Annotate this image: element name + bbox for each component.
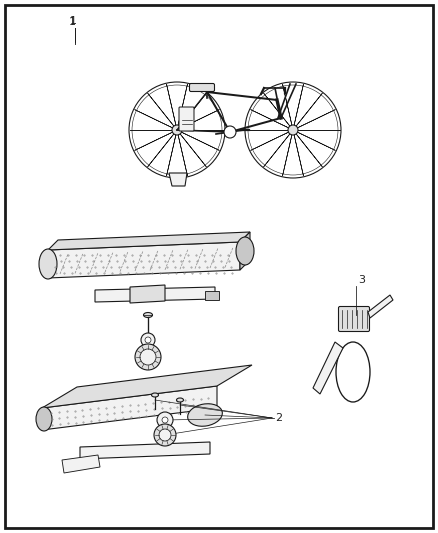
Polygon shape <box>42 365 252 408</box>
Polygon shape <box>48 232 250 250</box>
Polygon shape <box>368 295 393 318</box>
Circle shape <box>145 337 151 343</box>
Polygon shape <box>95 287 215 302</box>
Polygon shape <box>48 242 240 278</box>
FancyBboxPatch shape <box>179 107 194 131</box>
Circle shape <box>154 424 176 446</box>
Ellipse shape <box>144 312 152 318</box>
Circle shape <box>157 412 173 428</box>
Circle shape <box>129 82 225 178</box>
Polygon shape <box>313 342 343 394</box>
FancyBboxPatch shape <box>339 306 370 332</box>
Circle shape <box>159 429 171 441</box>
Ellipse shape <box>39 249 57 279</box>
Polygon shape <box>240 232 250 270</box>
Text: 1: 1 <box>68 17 75 27</box>
Circle shape <box>141 333 155 347</box>
Polygon shape <box>169 173 187 186</box>
Polygon shape <box>62 455 100 473</box>
Text: 1: 1 <box>70 16 77 26</box>
Text: 3: 3 <box>358 275 365 285</box>
Circle shape <box>288 125 298 135</box>
FancyBboxPatch shape <box>190 84 215 92</box>
Ellipse shape <box>177 398 184 402</box>
Circle shape <box>245 82 341 178</box>
Ellipse shape <box>36 407 52 431</box>
Ellipse shape <box>187 404 223 426</box>
Circle shape <box>135 344 161 370</box>
Circle shape <box>162 417 168 423</box>
Ellipse shape <box>236 237 254 265</box>
Circle shape <box>224 126 236 138</box>
Polygon shape <box>130 285 165 303</box>
Circle shape <box>140 349 156 365</box>
Ellipse shape <box>152 393 159 397</box>
Circle shape <box>172 125 182 135</box>
Polygon shape <box>42 386 217 430</box>
Bar <box>205 291 219 300</box>
Polygon shape <box>80 442 210 459</box>
Text: 2: 2 <box>275 413 282 423</box>
